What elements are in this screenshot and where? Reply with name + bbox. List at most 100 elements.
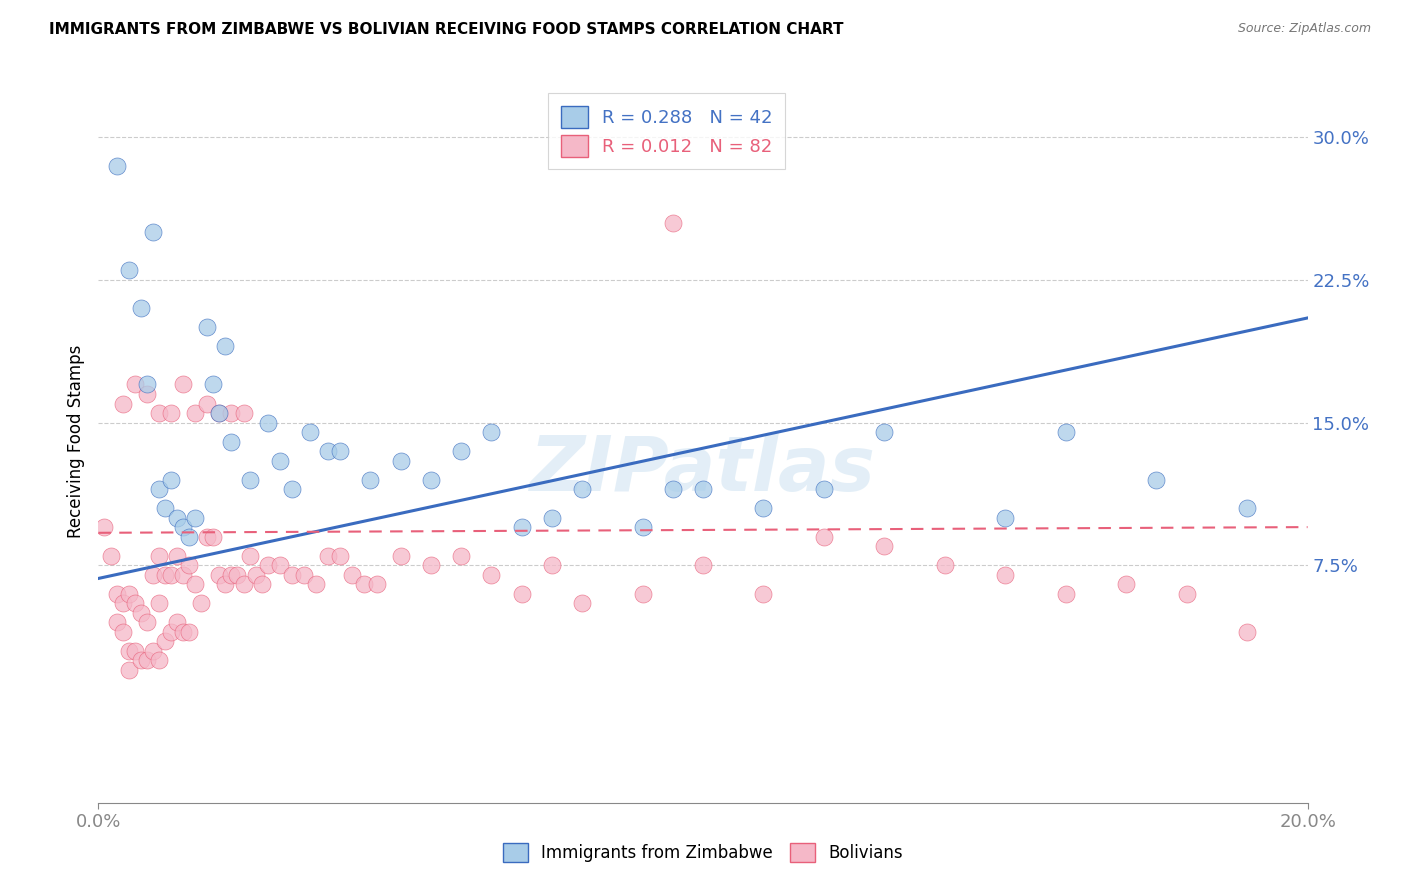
- Point: [540, 558, 562, 573]
- Point: [256, 416, 278, 430]
- Point: [813, 530, 835, 544]
- Point: [450, 444, 472, 458]
- Point: [571, 596, 593, 610]
- Point: [631, 587, 654, 601]
- Point: [1115, 577, 1137, 591]
- Point: [250, 577, 273, 591]
- Point: [269, 558, 291, 573]
- Point: [752, 501, 775, 516]
- Point: [100, 549, 122, 563]
- Point: [329, 549, 352, 563]
- Point: [124, 377, 146, 392]
- Point: [111, 596, 134, 610]
- Point: [135, 615, 157, 630]
- Point: [221, 406, 243, 420]
- Point: [1054, 425, 1077, 439]
- Point: [179, 530, 201, 544]
- Point: [389, 453, 412, 467]
- Point: [153, 567, 176, 582]
- Point: [142, 567, 165, 582]
- Point: [202, 377, 225, 392]
- Point: [160, 567, 183, 582]
- Point: [179, 624, 201, 639]
- Y-axis label: Receiving Food Stamps: Receiving Food Stamps: [66, 345, 84, 538]
- Point: [148, 406, 170, 420]
- Point: [135, 387, 157, 401]
- Point: [661, 482, 683, 496]
- Point: [389, 549, 412, 563]
- Point: [226, 567, 249, 582]
- Point: [366, 577, 388, 591]
- Point: [571, 482, 593, 496]
- Point: [105, 159, 128, 173]
- Point: [481, 567, 503, 582]
- Point: [172, 520, 194, 534]
- Point: [105, 587, 128, 601]
- Point: [135, 377, 157, 392]
- Point: [994, 567, 1017, 582]
- Point: [105, 615, 128, 630]
- Point: [166, 549, 188, 563]
- Point: [160, 624, 183, 639]
- Point: [124, 643, 146, 657]
- Point: [221, 434, 243, 449]
- Point: [239, 473, 262, 487]
- Point: [540, 510, 562, 524]
- Point: [160, 406, 183, 420]
- Point: [179, 558, 201, 573]
- Point: [148, 653, 170, 667]
- Point: [118, 663, 141, 677]
- Point: [195, 396, 218, 410]
- Point: [202, 530, 225, 544]
- Text: ZIPatlas: ZIPatlas: [530, 434, 876, 508]
- Point: [342, 567, 364, 582]
- Point: [166, 615, 188, 630]
- Point: [1144, 473, 1167, 487]
- Point: [692, 558, 714, 573]
- Point: [316, 444, 339, 458]
- Point: [353, 577, 375, 591]
- Point: [873, 425, 896, 439]
- Point: [172, 567, 194, 582]
- Point: [208, 406, 231, 420]
- Text: IMMIGRANTS FROM ZIMBABWE VS BOLIVIAN RECEIVING FOOD STAMPS CORRELATION CHART: IMMIGRANTS FROM ZIMBABWE VS BOLIVIAN REC…: [49, 22, 844, 37]
- Point: [148, 549, 170, 563]
- Point: [166, 510, 188, 524]
- Point: [153, 501, 176, 516]
- Legend: Immigrants from Zimbabwe, Bolivians: Immigrants from Zimbabwe, Bolivians: [495, 834, 911, 871]
- Point: [281, 482, 304, 496]
- Point: [994, 510, 1017, 524]
- Point: [281, 567, 304, 582]
- Point: [239, 549, 262, 563]
- Point: [360, 473, 382, 487]
- Point: [329, 444, 352, 458]
- Point: [221, 567, 243, 582]
- Point: [190, 596, 212, 610]
- Point: [1175, 587, 1198, 601]
- Point: [232, 406, 254, 420]
- Point: [232, 577, 254, 591]
- Point: [129, 301, 152, 316]
- Point: [269, 453, 291, 467]
- Point: [1236, 624, 1258, 639]
- Point: [661, 216, 683, 230]
- Point: [292, 567, 315, 582]
- Point: [1054, 587, 1077, 601]
- Legend: R = 0.288   N = 42, R = 0.012   N = 82: R = 0.288 N = 42, R = 0.012 N = 82: [548, 93, 786, 169]
- Point: [184, 510, 207, 524]
- Point: [1236, 501, 1258, 516]
- Point: [450, 549, 472, 563]
- Point: [934, 558, 956, 573]
- Point: [481, 425, 503, 439]
- Point: [214, 339, 236, 353]
- Point: [160, 473, 183, 487]
- Point: [135, 653, 157, 667]
- Point: [316, 549, 339, 563]
- Point: [752, 587, 775, 601]
- Point: [195, 530, 218, 544]
- Point: [420, 473, 443, 487]
- Point: [129, 653, 152, 667]
- Point: [208, 406, 231, 420]
- Point: [148, 596, 170, 610]
- Point: [118, 643, 141, 657]
